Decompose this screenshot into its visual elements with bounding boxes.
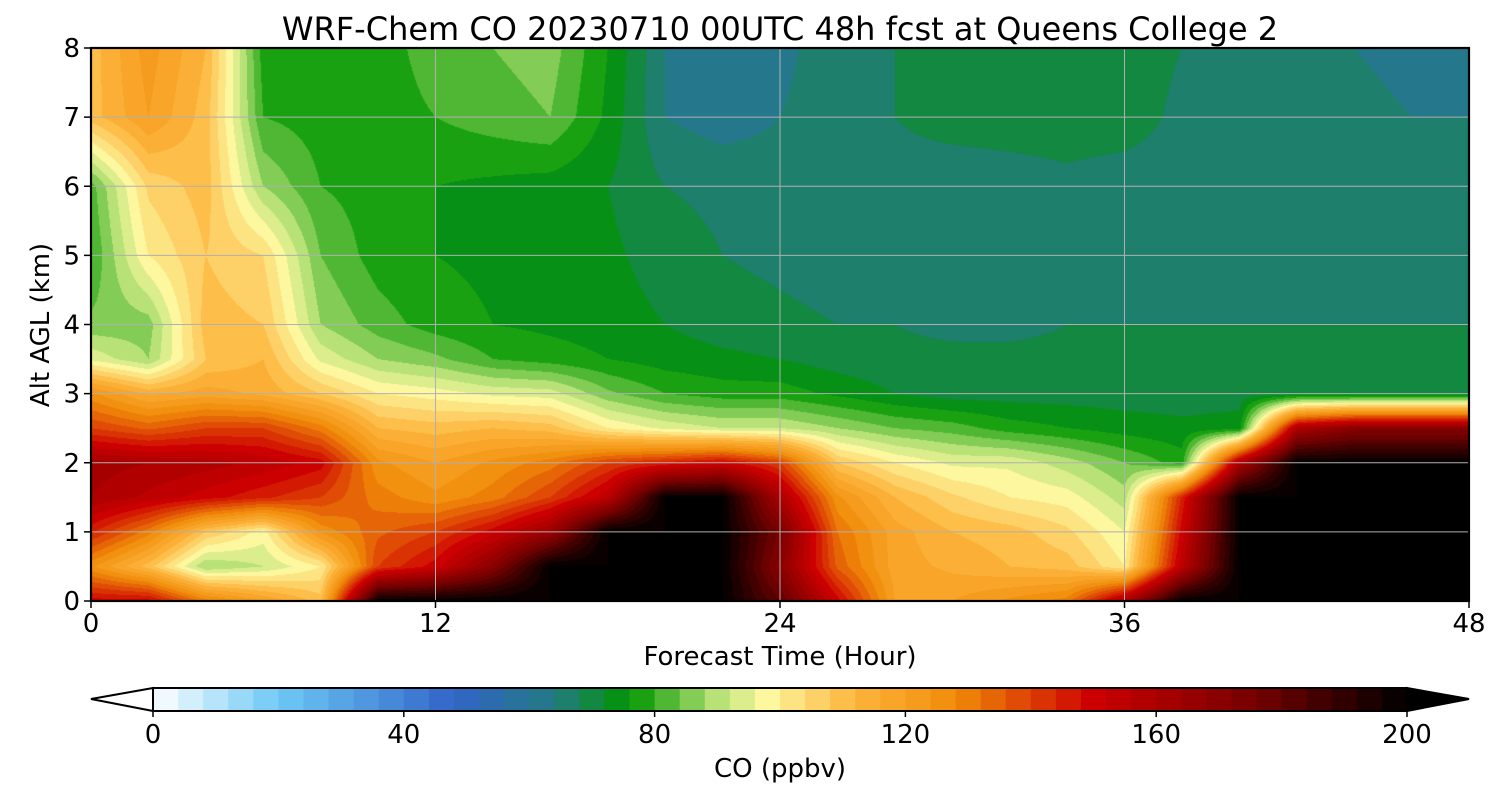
colorbar-cell bbox=[554, 688, 580, 711]
colorbar-cell bbox=[704, 688, 731, 711]
colorbar-cell bbox=[178, 688, 204, 711]
colorbar-cell bbox=[228, 688, 254, 711]
colorbar-cell bbox=[955, 688, 982, 711]
y-tick-label: 3 bbox=[63, 380, 80, 410]
colorbar-cell bbox=[629, 688, 656, 711]
colorbar-cell bbox=[930, 688, 957, 711]
colorbar-cell bbox=[403, 688, 430, 711]
colorbar-cell bbox=[754, 688, 781, 711]
y-axis-label: Alt AGL (km) bbox=[26, 243, 56, 407]
colorbar-tick-label: 0 bbox=[145, 720, 162, 750]
colorbar-tick-label: 160 bbox=[1131, 720, 1181, 750]
colorbar-cell bbox=[980, 688, 1007, 711]
x-axis-ticks: 0 12 24 36 48 bbox=[83, 601, 1486, 639]
colorbar-label: CO (ppbv) bbox=[714, 754, 846, 784]
colorbar-tick-label: 200 bbox=[1382, 720, 1432, 750]
colorbar-cell bbox=[729, 688, 756, 711]
colorbar-cell bbox=[880, 688, 906, 711]
colorbar-cell bbox=[1381, 688, 1408, 711]
colorbar-cell bbox=[428, 688, 455, 711]
x-axis-label: Forecast Time (Hour) bbox=[643, 642, 916, 672]
x-tick-label: 36 bbox=[1108, 609, 1141, 639]
y-tick-label: 1 bbox=[63, 518, 80, 548]
colorbar-cell bbox=[579, 688, 606, 711]
colorbar-cell bbox=[1331, 688, 1358, 711]
colorbar-tick-label: 80 bbox=[638, 720, 671, 750]
colorbar-cell bbox=[830, 688, 856, 711]
colorbar-ticks: 0 40 80 120 160 200 bbox=[145, 711, 1432, 750]
colorbar-cell bbox=[805, 688, 831, 711]
colorbar-under-arrow bbox=[90, 686, 154, 713]
chart-title: WRF-Chem CO 20230710 00UTC 48h fcst at Q… bbox=[282, 10, 1278, 48]
colorbar-cells bbox=[153, 688, 1408, 711]
colorbar-cell bbox=[780, 688, 806, 711]
colorbar-tick-label: 40 bbox=[387, 720, 420, 750]
colorbar-cell bbox=[479, 688, 505, 711]
y-tick-label: 8 bbox=[63, 34, 80, 64]
colorbar-cell bbox=[1256, 688, 1283, 711]
colorbar-cell bbox=[654, 688, 681, 711]
colorbar-cell bbox=[378, 688, 405, 711]
colorbar-cell bbox=[1181, 688, 1207, 711]
colorbar-cell bbox=[1306, 688, 1333, 711]
colorbar-cell bbox=[1206, 688, 1233, 711]
colorbar-cell bbox=[855, 688, 881, 711]
y-tick-label: 4 bbox=[63, 311, 80, 341]
colorbar-cell bbox=[1156, 688, 1182, 711]
x-tick-label: 48 bbox=[1452, 609, 1485, 639]
colorbar-over-arrow bbox=[1406, 686, 1470, 713]
colorbar-cell bbox=[203, 688, 229, 711]
colorbar-cell bbox=[303, 688, 330, 711]
colorbar-cell bbox=[679, 688, 706, 711]
colorbar-cell bbox=[1131, 688, 1157, 711]
colorbar-cell bbox=[278, 688, 305, 711]
colorbar-cell bbox=[604, 688, 631, 711]
y-tick-label: 6 bbox=[63, 172, 80, 202]
colorbar-cell bbox=[504, 688, 530, 711]
colorbar-cell bbox=[1055, 688, 1082, 711]
y-axis-ticks: 0 1 2 3 4 5 6 7 8 bbox=[63, 34, 91, 617]
colorbar-cell bbox=[1356, 688, 1383, 711]
colorbar: 0 40 80 120 160 200 CO (ppbv) bbox=[90, 686, 1470, 784]
colorbar-frame bbox=[152, 687, 1408, 712]
colorbar-cell bbox=[328, 688, 355, 711]
colorbar-cell bbox=[1030, 688, 1057, 711]
colorbar-cell bbox=[905, 688, 932, 711]
y-tick-label: 7 bbox=[63, 103, 80, 133]
colorbar-cell bbox=[153, 688, 179, 711]
colorbar-cell bbox=[529, 688, 555, 711]
y-tick-label: 5 bbox=[63, 241, 80, 271]
colorbar-cell bbox=[1005, 688, 1032, 711]
x-tick-label: 12 bbox=[419, 609, 452, 639]
colorbar-cell bbox=[253, 688, 279, 711]
colorbar-cell bbox=[1080, 688, 1107, 711]
colorbar-cell bbox=[353, 688, 380, 711]
colorbar-cell bbox=[453, 688, 480, 711]
colorbar-tick-label: 120 bbox=[881, 720, 931, 750]
x-tick-label: 24 bbox=[763, 609, 796, 639]
y-tick-label: 0 bbox=[63, 587, 80, 617]
colorbar-cell bbox=[1281, 688, 1308, 711]
x-tick-label: 0 bbox=[83, 609, 100, 639]
colorbar-cell bbox=[1231, 688, 1258, 711]
y-tick-label: 2 bbox=[63, 449, 80, 479]
colorbar-cell bbox=[1106, 688, 1132, 711]
